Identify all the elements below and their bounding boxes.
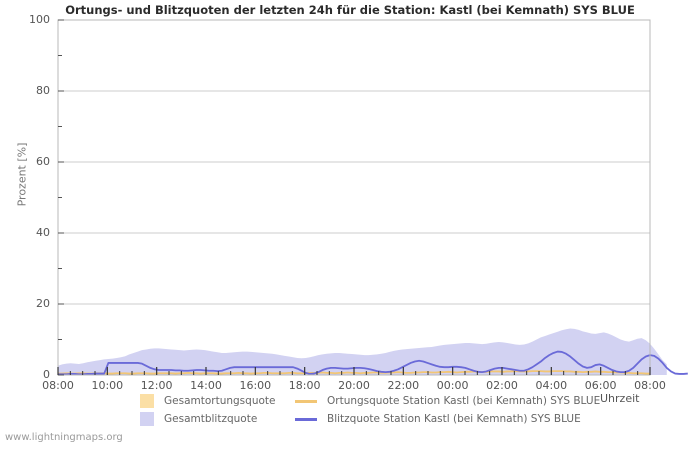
legend-row: Gesamtblitzquote Blitzquote Station Kast… [140, 410, 660, 428]
x-tick-label: 22:00 [387, 379, 420, 392]
x-tick-label: 16:00 [239, 379, 272, 392]
x-tick-label: 04:00 [535, 379, 568, 392]
legend-line-icon [295, 417, 317, 421]
x-tick-label: 08:00 [634, 379, 666, 392]
x-tick-label: 00:00 [436, 379, 469, 392]
x-tick-label: 06:00 [584, 379, 617, 392]
y-tick-label: 80 [36, 84, 50, 97]
legend-label: Blitzquote Station Kastl (bei Kemnath) S… [327, 413, 581, 425]
x-tick-label: 02:00 [486, 379, 518, 392]
legend-swatch-icon [140, 394, 154, 408]
legend-entry-gesamtortungsquote[interactable]: Gesamtortungsquote [140, 394, 295, 408]
legend-swatch-icon [140, 412, 154, 426]
x-axis-label: Uhrzeit [600, 392, 640, 405]
legend-entry-ortungsquote-station[interactable]: Ortungsquote Station Kastl (bei Kemnath)… [295, 395, 600, 407]
legend-row: Gesamtortungsquote Ortungsquote Station … [140, 392, 660, 410]
x-tick-label: 20:00 [338, 379, 370, 392]
y-tick-label: 20 [36, 297, 50, 310]
x-tick-label: 12:00 [140, 379, 173, 392]
page-title: Ortungs- und Blitzquoten der letzten 24h… [65, 3, 635, 17]
chart-legend: Gesamtortungsquote Ortungsquote Station … [140, 392, 660, 428]
x-tick-label: 14:00 [190, 379, 222, 392]
legend-label: Gesamtblitzquote [164, 413, 258, 425]
legend-entry-blitzquote-station[interactable]: Blitzquote Station Kastl (bei Kemnath) S… [295, 413, 581, 425]
watermark: www.lightningmaps.org [5, 432, 123, 443]
x-tick-label: 08:00 [42, 379, 74, 392]
legend-entry-gesamtblitzquote[interactable]: Gesamtblitzquote [140, 412, 295, 426]
legend-label: Ortungsquote Station Kastl (bei Kemnath)… [327, 395, 601, 407]
legend-line-icon [295, 399, 317, 403]
legend-label: Gesamtortungsquote [164, 395, 276, 407]
x-tick-label: 10:00 [91, 379, 124, 392]
x-tick-label: 18:00 [288, 379, 321, 392]
y-tick-label: 40 [36, 226, 50, 239]
y-tick-label: 100 [29, 13, 50, 26]
y-tick-label: 60 [36, 155, 50, 168]
y-tick-label: 0 [43, 368, 50, 381]
